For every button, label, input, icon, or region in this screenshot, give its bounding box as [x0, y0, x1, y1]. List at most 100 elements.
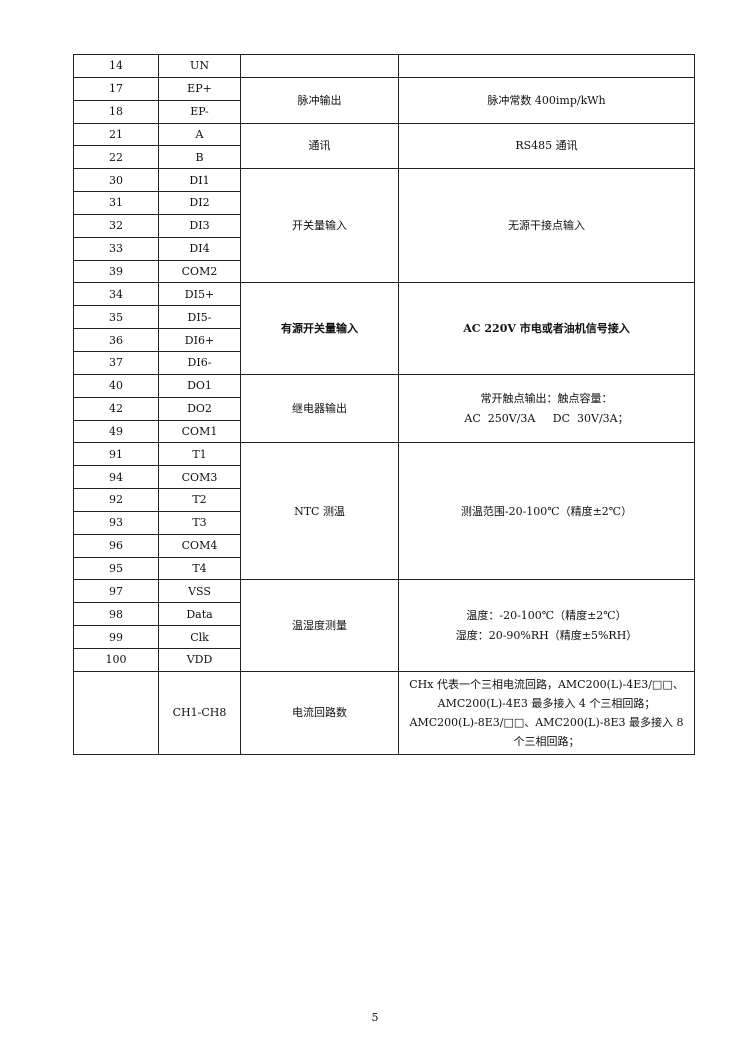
terminal-cell: T4 [158, 556, 241, 581]
function-cell [240, 54, 399, 78]
terminal-cell: Data [158, 602, 241, 627]
terminal-cell: CH1-CH8 [158, 670, 241, 755]
function-cell: 继电器输出 [240, 373, 399, 444]
table-row: 98 Data [73, 602, 695, 627]
desc-cell: RS485 通讯 [398, 122, 695, 170]
table-row: 34 DI5+ 有源开关量输入 AC 220V 市电或者油机信号接入 [73, 282, 695, 375]
desc-line: 温度：-20-100℃（精度±2℃） [466, 609, 627, 623]
terminal-cell: DI5+ [158, 282, 241, 307]
pin-cell: 96 [73, 533, 159, 558]
function-cell: 通讯 [240, 122, 399, 170]
terminal-cell: COM2 [158, 259, 241, 284]
pin-cell: 92 [73, 488, 159, 512]
terminal-cell: EP+ [158, 76, 241, 101]
function-cell: NTC 测温 [240, 442, 399, 581]
pin-cell: 22 [73, 145, 159, 170]
pin-cell: 100 [73, 647, 159, 672]
table-row: 49 COM1 [73, 419, 695, 444]
terminal-cell: DI6+ [158, 328, 241, 352]
pin-cell: 33 [73, 236, 159, 261]
pin-cell: 42 [73, 396, 159, 421]
desc-cell [398, 54, 695, 78]
pin-cell: 93 [73, 510, 159, 535]
table-row: 96 COM4 [73, 533, 695, 558]
terminal-cell: COM1 [158, 419, 241, 444]
function-cell: 电流回路数 [240, 670, 399, 755]
table-row: 92 T2 [73, 488, 695, 512]
terminal-cell: EP- [158, 99, 241, 124]
pin-cell: 21 [73, 122, 159, 147]
terminal-cell: A [158, 122, 241, 147]
table-row: 37 DI6- [73, 350, 695, 375]
terminal-cell: T2 [158, 488, 241, 512]
table-row: 32 DI3 [73, 213, 695, 238]
terminal-cell: DI1 [158, 168, 241, 193]
table-row: 39 COM2 [73, 259, 695, 284]
table-row: 94 COM3 [73, 465, 695, 490]
desc-cell: AC 220V 市电或者油机信号接入 [398, 282, 695, 375]
pin-cell: 95 [73, 556, 159, 581]
terminal-cell: DI4 [158, 236, 241, 261]
table-row: 33 DI4 [73, 236, 695, 261]
table-row: 97 VSS 温湿度测量 温度：-20-100℃（精度±2℃） 湿度：20-90… [73, 579, 695, 672]
function-cell: 脉冲输出 [240, 76, 399, 124]
pin-cell: 99 [73, 625, 159, 649]
pin-cell: 31 [73, 191, 159, 215]
terminal-cell: Clk [158, 625, 241, 649]
pin-cell: 37 [73, 350, 159, 375]
terminal-cell: B [158, 145, 241, 170]
terminal-cell: DO2 [158, 396, 241, 421]
function-cell: 温湿度测量 [240, 579, 399, 672]
table-row: 93 T3 [73, 510, 695, 535]
terminal-cell: COM4 [158, 533, 241, 558]
terminal-table: 14 UN 17 EP+ 脉冲输出 脉冲常数 400imp/kWh 18 EP-… [73, 54, 695, 755]
terminal-cell: DI6- [158, 350, 241, 375]
desc-cell: 常开触点输出：触点容量： AC 250V/3A DC 30V/3A； [398, 373, 695, 444]
terminal-cell: T3 [158, 510, 241, 535]
terminal-cell: UN [158, 54, 241, 78]
pin-cell: 97 [73, 579, 159, 604]
pin-cell: 49 [73, 419, 159, 444]
terminal-cell: DI2 [158, 191, 241, 215]
function-cell: 开关量输入 [240, 168, 399, 284]
pin-cell: 35 [73, 305, 159, 330]
desc-cell: 无源干接点输入 [398, 168, 695, 284]
terminal-cell: T1 [158, 442, 241, 467]
desc-cell: 脉冲常数 400imp/kWh [398, 76, 695, 124]
desc-line: 湿度：20-90%RH（精度±5%RH） [455, 629, 638, 643]
pin-cell: 18 [73, 99, 159, 124]
desc-cell: CHx 代表一个三相电流回路，AMC200(L)-4E3/□□、AMC200(L… [398, 670, 695, 755]
pin-cell [73, 670, 159, 755]
pin-cell: 39 [73, 259, 159, 284]
page-number: 5 [371, 1011, 379, 1024]
terminal-cell: VDD [158, 647, 241, 672]
pin-cell: 34 [73, 282, 159, 307]
table-row: 21 A 通讯 RS485 通讯 [73, 122, 695, 170]
function-cell: 有源开关量输入 [240, 282, 399, 375]
pin-cell: 14 [73, 54, 159, 78]
desc-cell: 测温范围-20-100℃（精度±2℃） [398, 442, 695, 581]
table-row: 40 DO1 继电器输出 常开触点输出：触点容量： AC 250V/3A DC … [73, 373, 695, 444]
pin-cell: 17 [73, 76, 159, 101]
terminal-cell: VSS [158, 579, 241, 604]
table-row: 17 EP+ 脉冲输出 脉冲常数 400imp/kWh [73, 76, 695, 124]
terminal-cell: COM3 [158, 465, 241, 490]
pin-cell: 91 [73, 442, 159, 467]
pin-cell: 32 [73, 213, 159, 238]
table-row: 14 UN [73, 54, 695, 78]
table-row: 95 T4 [73, 556, 695, 581]
pin-cell: 40 [73, 373, 159, 398]
table-row: 91 T1 NTC 测温 测温范围-20-100℃（精度±2℃） [73, 442, 695, 581]
terminal-cell: DI3 [158, 213, 241, 238]
terminal-cell: DO1 [158, 373, 241, 398]
table-row: CH1-CH8 电流回路数 CHx 代表一个三相电流回路，AMC200(L)-4… [73, 670, 695, 755]
pin-cell: 94 [73, 465, 159, 490]
desc-cell: 温度：-20-100℃（精度±2℃） 湿度：20-90%RH（精度±5%RH） [398, 579, 695, 672]
table-row: 30 DI1 开关量输入 无源干接点输入 [73, 168, 695, 284]
desc-line: 常开触点输出：触点容量： [480, 392, 613, 406]
pin-cell: 36 [73, 328, 159, 352]
pin-cell: 98 [73, 602, 159, 627]
table-row: 100 VDD [73, 647, 695, 672]
terminal-cell: DI5- [158, 305, 241, 330]
pin-cell: 30 [73, 168, 159, 193]
